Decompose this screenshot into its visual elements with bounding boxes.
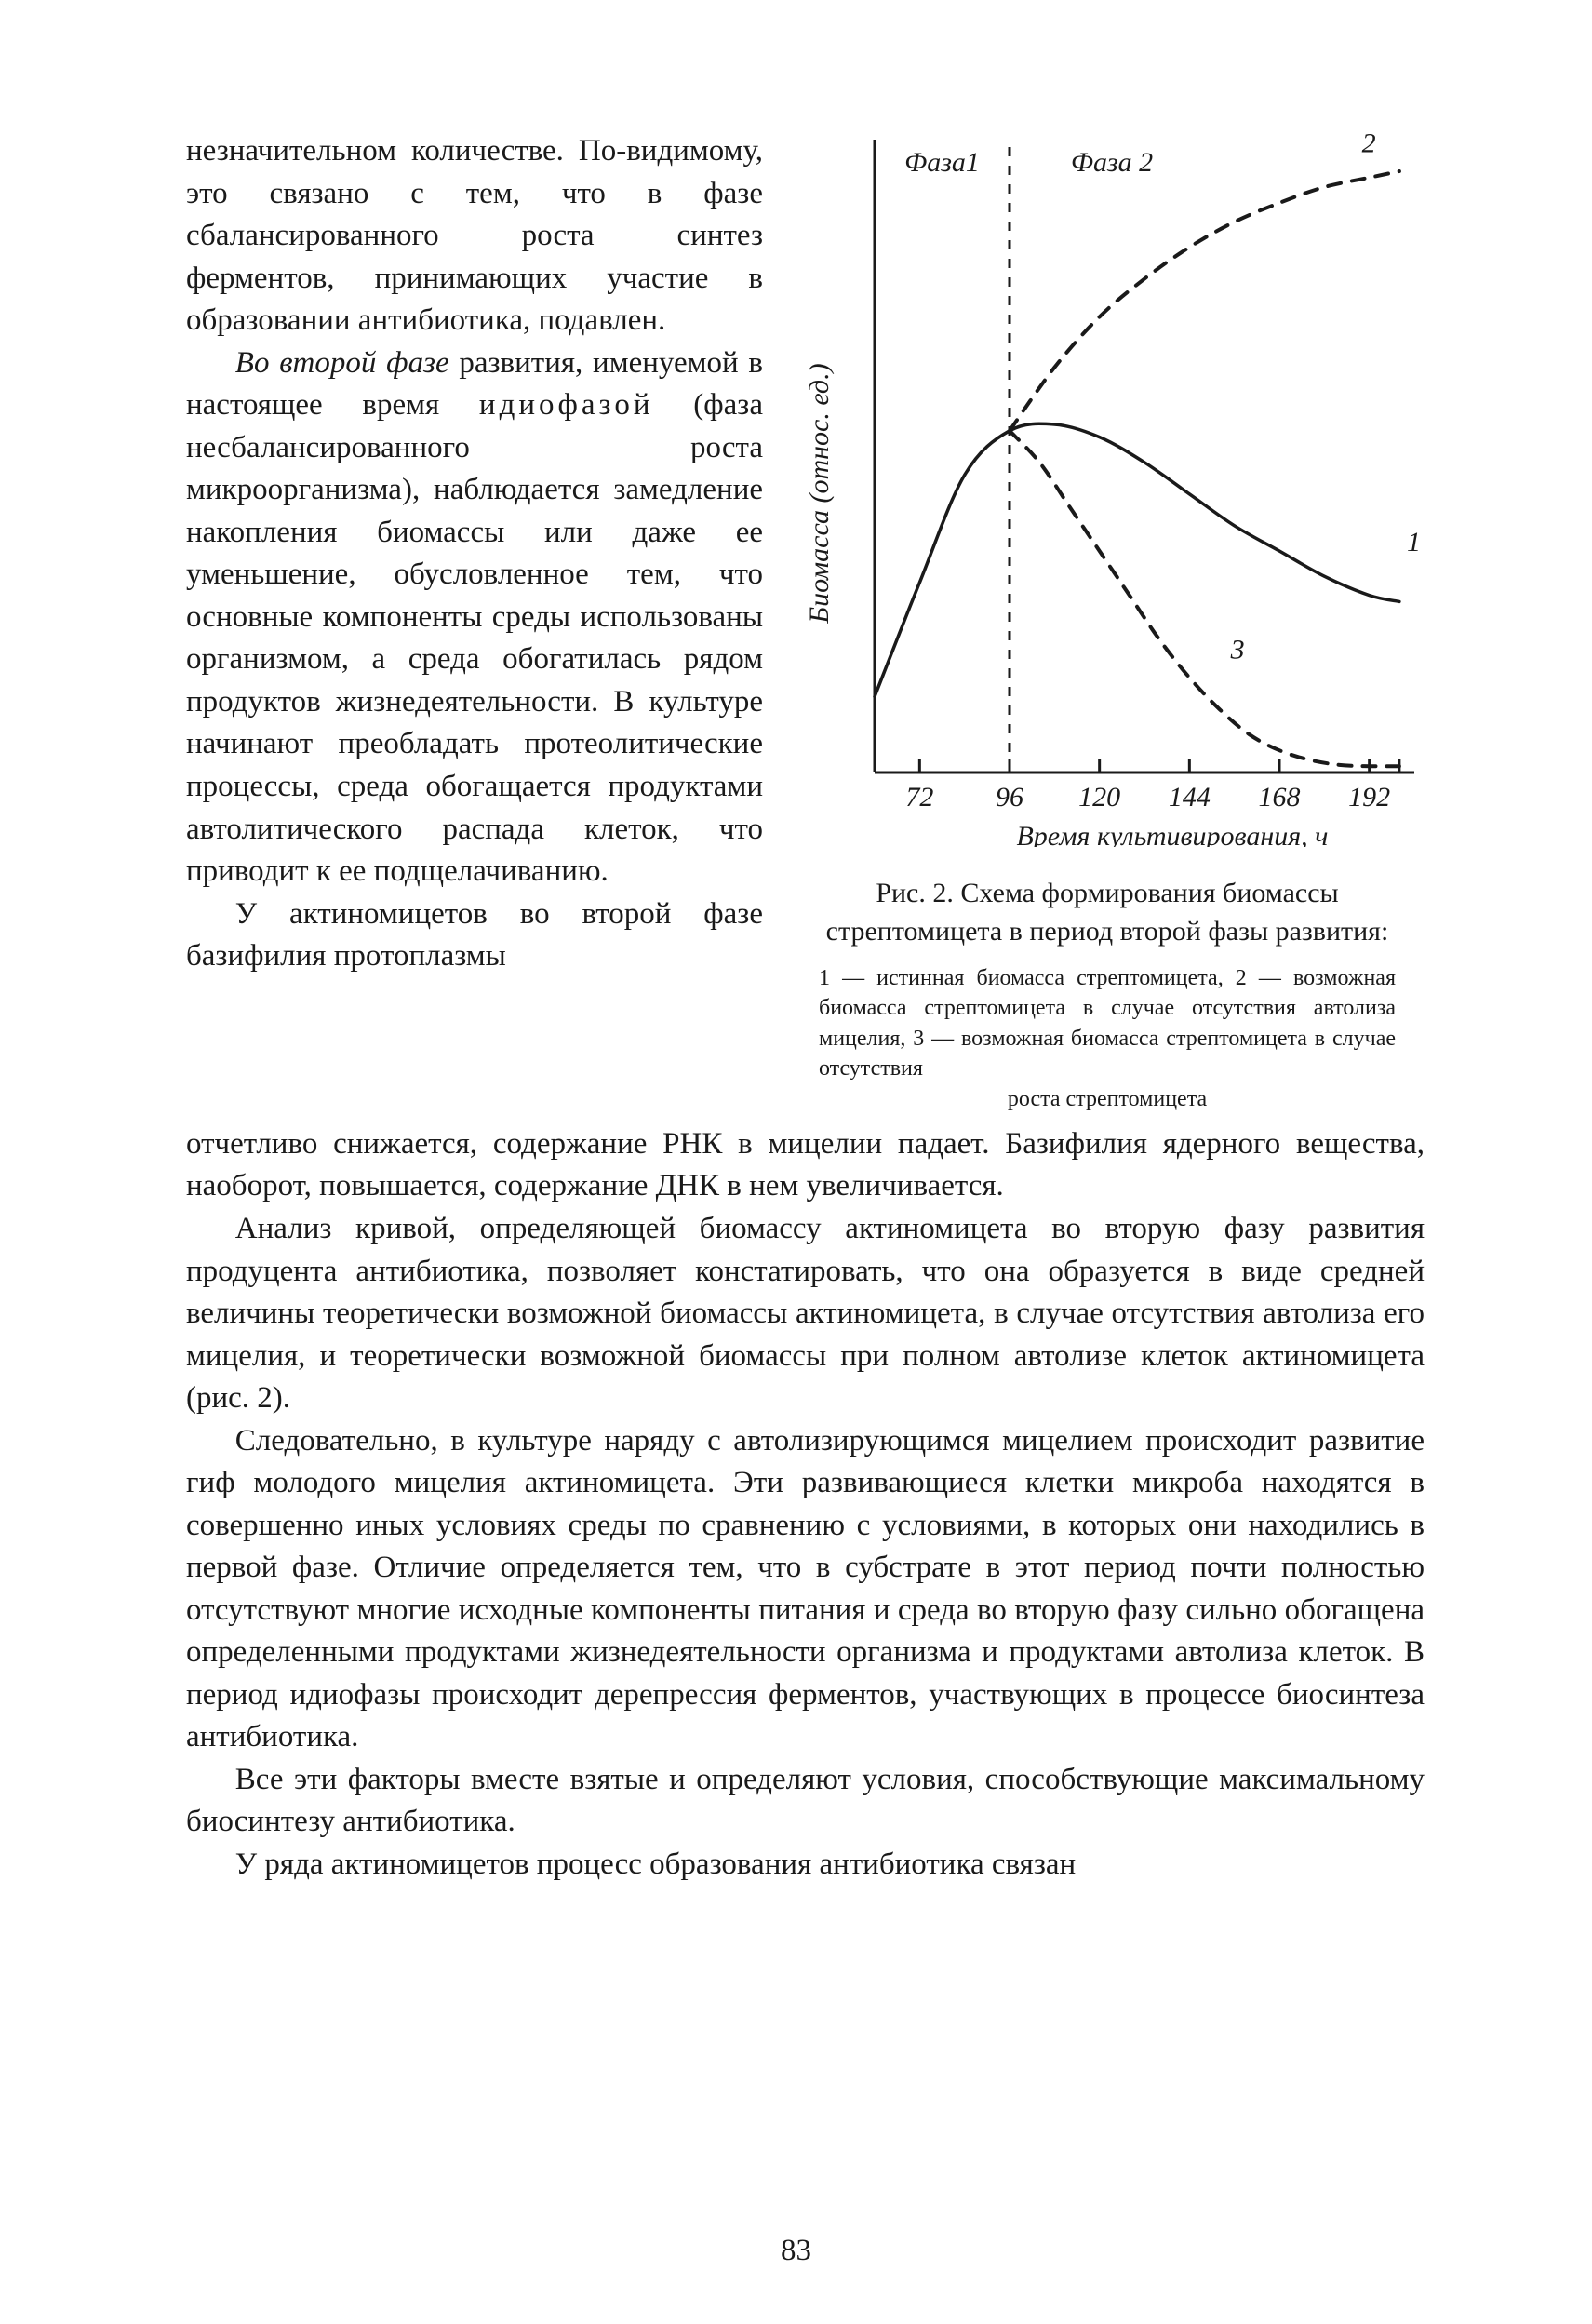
p2-rest2: (фаза несбалансированного роста микроорг… xyxy=(186,388,763,888)
lower-p5: У ряда актиномицетов процесс образования… xyxy=(186,1844,1425,1887)
page: незначительном количестве. По-видимому, … xyxy=(0,0,1592,2324)
top-block: незначительном количестве. По-видимому, … xyxy=(186,130,1425,1114)
svg-text:96: 96 xyxy=(996,782,1023,813)
svg-text:3: 3 xyxy=(1230,635,1245,665)
lower-text: отчетливо снижается, содержание РНК в ми… xyxy=(186,1123,1425,1887)
figure-caption-main: Рис. 2. Схема формирования биомассы стре… xyxy=(809,875,1405,950)
svg-text:2: 2 xyxy=(1362,130,1376,159)
left-column-text: незначительном количестве. По-видимому, … xyxy=(186,130,763,978)
svg-text:192: 192 xyxy=(1348,782,1390,813)
caption-legend-body: 1 — истинная биомасса стрептомицета, 2 —… xyxy=(819,966,1396,1081)
paragraph-2: Во второй фазе развития, именуемой в нас… xyxy=(186,343,763,893)
paragraph-3: У актиномицетов во второй фазе базифилия… xyxy=(186,893,763,978)
biomass-chart: 72 96 120 144 168 192 Время культивирования, ч… xyxy=(791,130,1424,847)
lower-p3: Следовательно, в культуре наряду с автол… xyxy=(186,1420,1425,1759)
svg-text:144: 144 xyxy=(1169,782,1211,813)
svg-text:Биомасса (относ. ед.): Биомасса (относ. ед.) xyxy=(804,363,835,624)
lower-p4: Все эти факторы вместе взятые и определя… xyxy=(186,1759,1425,1844)
lower-p1: отчетливо снижается, содержание РНК в ми… xyxy=(186,1123,1425,1208)
chart-svg: 72 96 120 144 168 192 Время культивирования, ч… xyxy=(791,130,1424,847)
paragraph-1: незначительном количестве. По-видимому, … xyxy=(186,130,763,343)
svg-text:168: 168 xyxy=(1259,782,1301,813)
figure-caption-legend: 1 — истинная биомасса стрептомицета, 2 —… xyxy=(819,963,1396,1114)
svg-text:1: 1 xyxy=(1407,527,1421,557)
idiophase-term: идиофазой xyxy=(479,388,654,422)
svg-text:Время культивирования, ч: Время культивирования, ч xyxy=(1016,821,1328,847)
phase2-lead: Во второй фазе xyxy=(235,346,449,380)
svg-text:72: 72 xyxy=(905,782,933,813)
caption-legend-last: роста стрептомицета xyxy=(819,1084,1396,1114)
page-number: 83 xyxy=(0,2234,1592,2268)
svg-text:Фаза1: Фаза1 xyxy=(904,147,980,178)
svg-text:Фаза 2: Фаза 2 xyxy=(1071,147,1153,178)
lower-p2: Анализ кривой, определяющей биомассу акт… xyxy=(186,1208,1425,1420)
svg-text:120: 120 xyxy=(1078,782,1120,813)
figure-block: 72 96 120 144 168 192 Время культивирования, ч… xyxy=(791,130,1424,1114)
